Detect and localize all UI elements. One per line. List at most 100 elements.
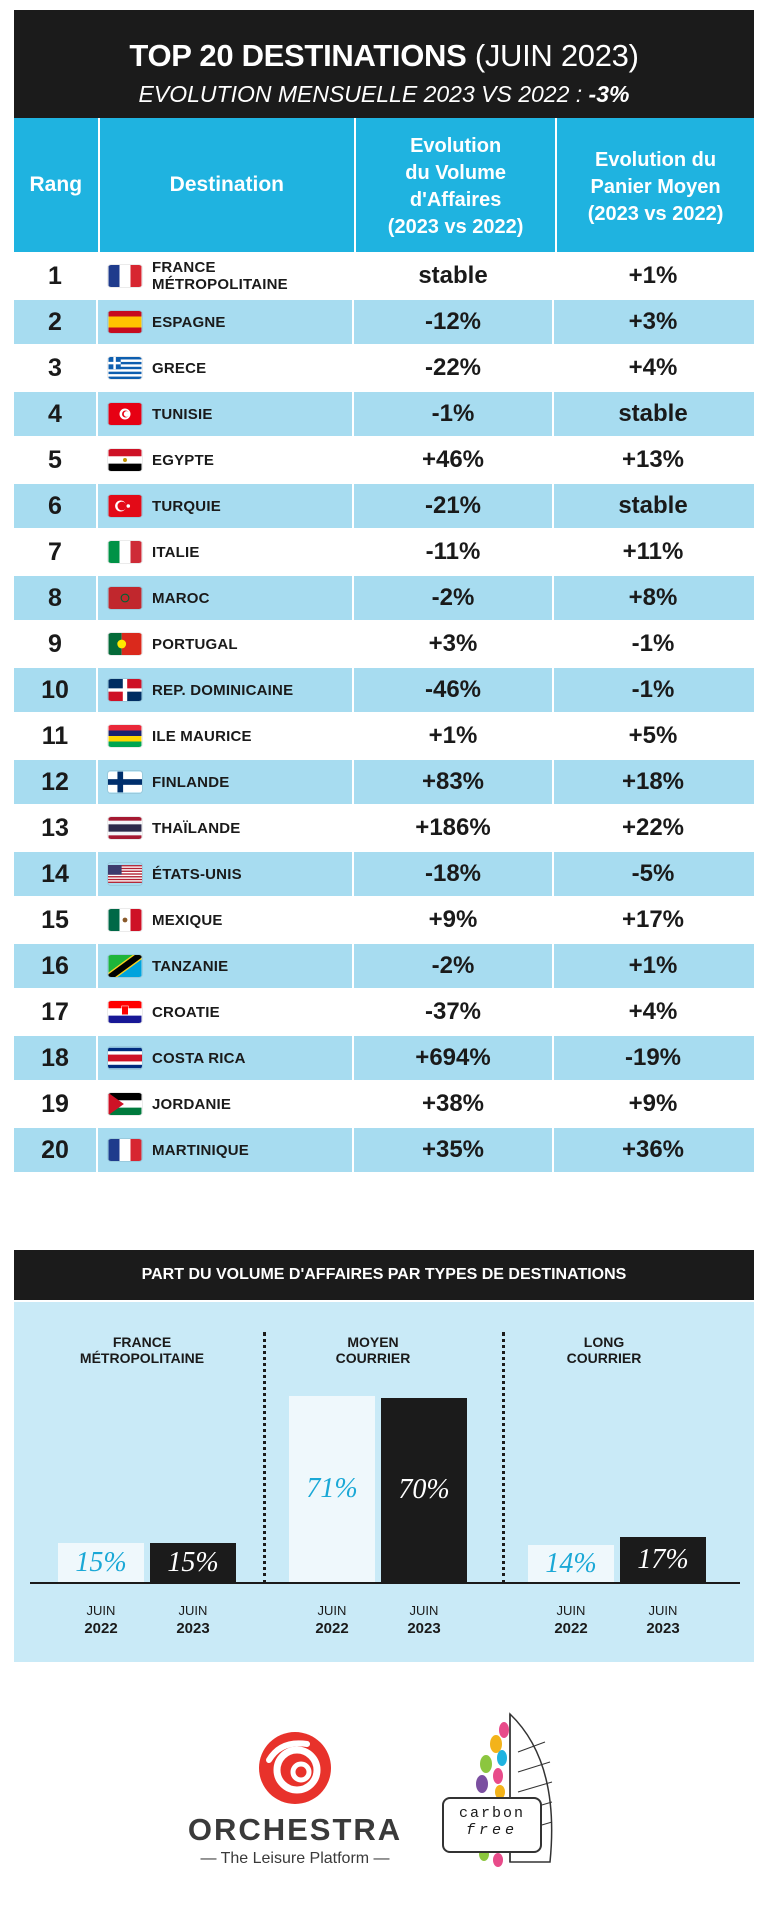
table-row: 11 ILE MAURICE +1% +5% (14, 714, 754, 758)
dominican-flag-icon (108, 679, 142, 701)
martinique-flag-icon (108, 1139, 142, 1161)
table-row: 17 CROATIE -37% +4% (14, 990, 754, 1034)
bar-2023-group-3: 17% (620, 1537, 706, 1582)
destination-cell: MEXIQUE (98, 898, 354, 942)
destination-name: REP. DOMINICAINE (152, 681, 294, 699)
x-label-year: 2023 (407, 1620, 441, 1637)
basket-evolution-cell: -19% (624, 1044, 682, 1071)
mexico-flag-icon (108, 909, 142, 931)
egypt-flag-icon (108, 449, 142, 471)
destination-name: COSTA RICA (152, 1049, 246, 1067)
x-label-month: JUIN (409, 1603, 439, 1618)
basket-evolution-cell: -1% (631, 630, 675, 657)
destination-cell: ILE MAURICE (98, 714, 354, 758)
destination-name: GRECE (152, 359, 207, 377)
destination-name: ILE MAURICE (152, 727, 252, 745)
volume-evolution-cell: +186% (354, 806, 554, 850)
carbon-free-badge: carbon free (440, 1712, 580, 1872)
table-row: 20 MARTINIQUE +35% +36% (14, 1128, 754, 1172)
table-row: 15 MEXIQUE +9% +17% (14, 898, 754, 942)
basket-evolution-cell: +13% (621, 446, 685, 473)
group-separator (263, 1332, 266, 1584)
volume-evolution-cell: +83% (354, 760, 554, 804)
chart-baseline (30, 1582, 740, 1584)
rank-cell: 17 (14, 990, 98, 1034)
mauritius-flag-icon (108, 725, 142, 747)
rank-cell: 3 (14, 346, 98, 390)
rank-cell: 16 (14, 944, 98, 988)
subtitle-value: -3% (588, 81, 630, 107)
basket-evolution-cell: +4% (628, 998, 678, 1025)
volume-evolution-cell: -1% (354, 392, 554, 436)
basket-evolution-cell: +11% (622, 538, 684, 565)
x-axis-label: JUIN 2023 (620, 1602, 706, 1638)
chart-title: PART DU VOLUME D'AFFAIRES PAR TYPES DE D… (14, 1250, 754, 1300)
destination-cell: THAÏLANDE (98, 806, 354, 850)
destination-cell: TUNISIE (98, 392, 354, 436)
rank-cell: 14 (14, 852, 98, 896)
volume-evolution-cell: -21% (354, 484, 554, 528)
destination-name: ÉTATS-UNIS (152, 865, 242, 883)
table-row: 7 ITALIE -11% +11% (14, 530, 754, 574)
group-label-moyen: MOYEN COURRIER (335, 1334, 411, 1366)
france-flag-icon (108, 265, 142, 287)
carbon-text: carbon (458, 1805, 525, 1822)
tanzania-flag-icon (108, 955, 142, 977)
bar-2023-group-2: 70% (381, 1398, 467, 1582)
destination-name: ITALIE (152, 543, 200, 561)
destination-cell: CROATIE (98, 990, 354, 1034)
destination-name: FINLANDE (152, 773, 230, 791)
destination-name: FRANCE MÉTROPOLITAINE (152, 259, 288, 293)
destination-cell: TANZANIE (98, 944, 354, 988)
volume-evolution-cell: -12% (354, 300, 554, 344)
basket-evolution-cell: +8% (628, 584, 678, 611)
x-label-year: 2023 (176, 1620, 210, 1637)
x-axis-label: JUIN 2022 (528, 1602, 614, 1638)
destination-name: EGYPTE (152, 451, 215, 469)
x-axis-label: JUIN 2023 (381, 1602, 467, 1638)
x-label-year: 2022 (84, 1620, 118, 1637)
column-header-volume: Evolution du Volume d'Affaires (2023 vs … (356, 118, 558, 252)
basket-evolution-cell: stable (618, 492, 688, 519)
destination-name: ESPAGNE (152, 313, 226, 331)
volume-evolution-cell: +46% (354, 438, 554, 482)
volume-evolution-cell: -2% (354, 576, 554, 620)
destination-name: TURQUIE (152, 497, 221, 515)
spain-flag-icon (108, 311, 142, 333)
leaf-icon (476, 1712, 553, 1867)
column-header-destination: Destination (100, 118, 357, 252)
page-title: TOP 20 DESTINATIONS (JUIN 2023) (14, 10, 754, 74)
finland-flag-icon (108, 771, 142, 793)
destination-cell: JORDANIE (98, 1082, 354, 1126)
rank-cell: 11 (14, 714, 98, 758)
basket-evolution-cell: +17% (621, 906, 685, 933)
destination-name: MARTINIQUE (152, 1141, 249, 1159)
rank-cell: 4 (14, 392, 98, 436)
destination-name: CROATIE (152, 1003, 220, 1021)
volume-evolution-cell: -18% (354, 852, 554, 896)
portugal-flag-icon (108, 633, 142, 655)
bar-2022-group-3: 14% (528, 1545, 614, 1582)
destination-cell: ITALIE (98, 530, 354, 574)
table-row: 12 FINLANDE +83% +18% (14, 760, 754, 804)
x-axis-label: JUIN 2023 (150, 1602, 236, 1638)
volume-evolution-cell: +3% (354, 622, 554, 666)
rank-cell: 18 (14, 1036, 98, 1080)
x-label-month: JUIN (178, 1603, 208, 1618)
x-label-month: JUIN (86, 1603, 116, 1618)
tunisia-flag-icon (108, 403, 142, 425)
x-axis-label: JUIN 2022 (289, 1602, 375, 1638)
table-row: 19 JORDANIE +38% +9% (14, 1082, 754, 1126)
volume-evolution-cell: -2% (354, 944, 554, 988)
orchestra-logo: ORCHESTRA — The Leisure Platform — (182, 1730, 408, 1868)
destination-name: JORDANIE (152, 1095, 232, 1113)
x-axis-label: JUIN 2022 (58, 1602, 144, 1638)
rank-cell: 12 (14, 760, 98, 804)
destination-name: MAROC (152, 589, 210, 607)
table-header: Rang Destination Evolution du Volume d'A… (14, 118, 754, 252)
destination-name: TUNISIE (152, 405, 213, 423)
column-header-rank: Rang (14, 118, 100, 252)
basket-evolution-cell: -1% (631, 676, 675, 703)
table-row: 13 THAÏLANDE +186% +22% (14, 806, 754, 850)
x-label-year: 2022 (554, 1620, 588, 1637)
